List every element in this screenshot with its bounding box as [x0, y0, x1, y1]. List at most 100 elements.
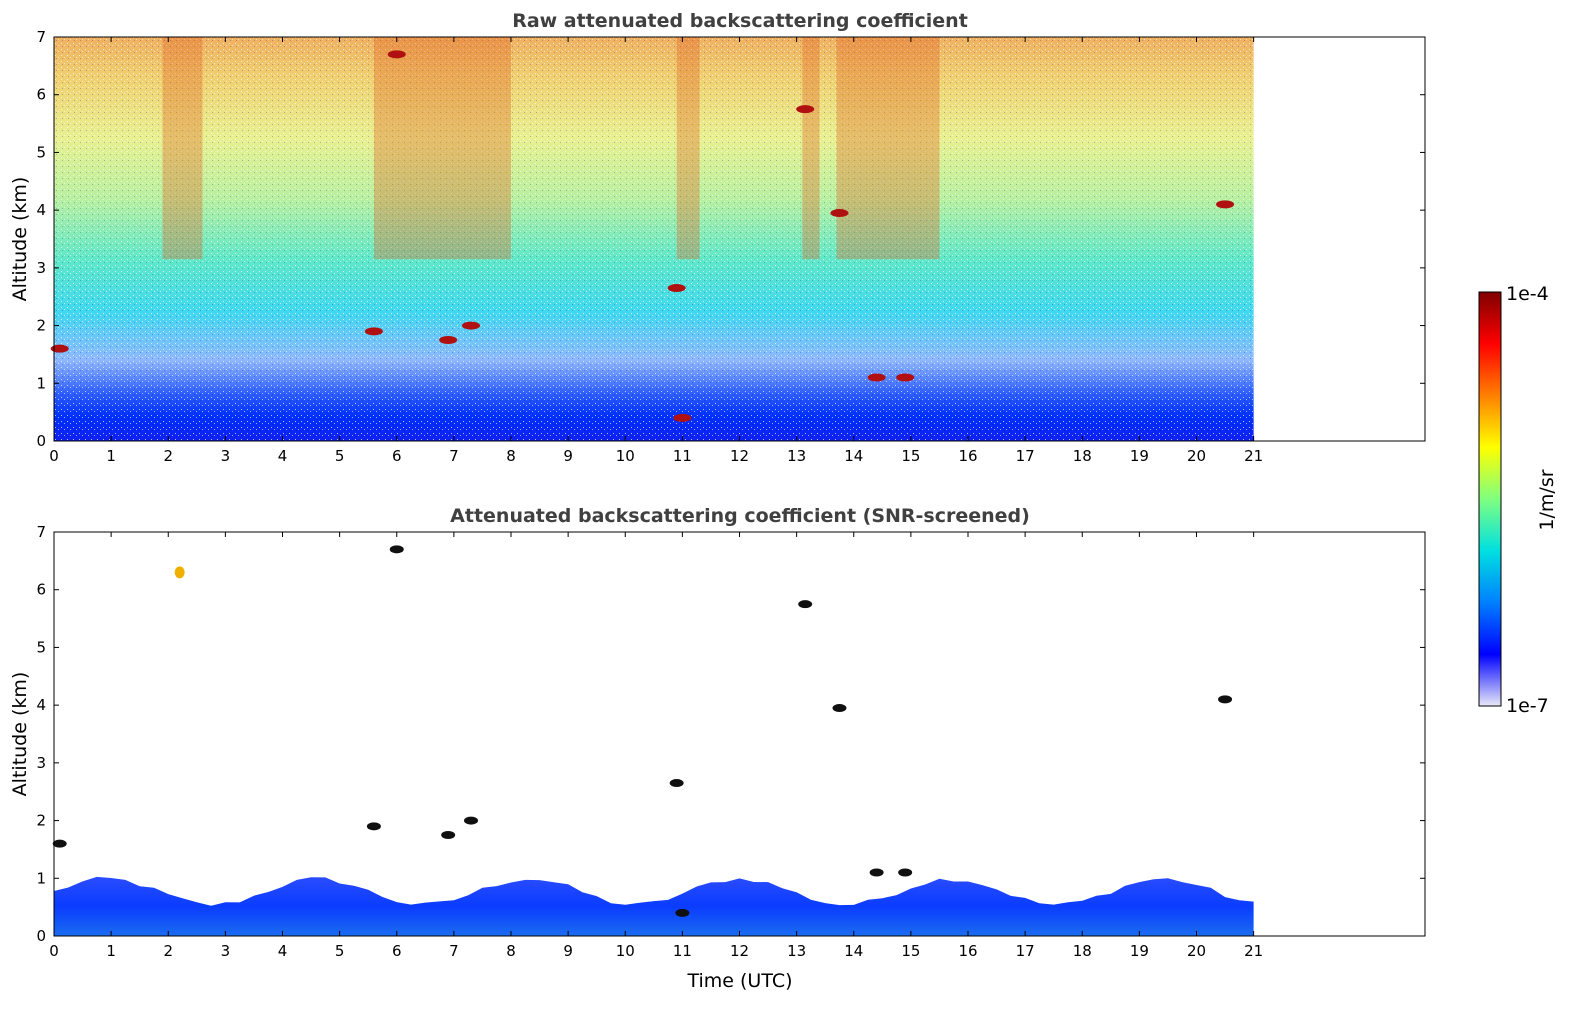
x-tick-label: 20 — [1187, 942, 1206, 960]
x-tick-label: 4 — [278, 447, 288, 465]
x-tick-label: 9 — [563, 942, 573, 960]
cloud-patch — [1216, 200, 1235, 209]
x-tick-label: 8 — [506, 447, 516, 465]
x-tick-label: 14 — [844, 942, 863, 960]
x-tick-label: 15 — [901, 942, 920, 960]
boundary-layer-band — [54, 876, 1254, 936]
snr-heatmap-area — [52, 545, 1254, 936]
high-signal-streak — [802, 37, 820, 260]
cloud-patch — [867, 373, 886, 382]
raw-backscatter-panel: Raw attenuated backscattering coefficien… — [9, 10, 1426, 465]
x-tick-labels: 0 1 2 3 4 5 6 7 8 9 10 11 12 13 14 15 16 17 18 19 20 21 — [49, 37, 1263, 465]
x-tick-label: 12 — [730, 447, 749, 465]
panel-title-raw: Raw attenuated backscattering coefficien… — [512, 10, 968, 32]
high-signal-streak — [676, 37, 700, 260]
x-axis-label: Time (UTC) — [686, 970, 792, 992]
cloud-patch — [439, 336, 458, 344]
cloud-patch — [796, 105, 815, 114]
x-tick-label: 6 — [392, 447, 402, 465]
y-tick-label: 3 — [36, 259, 46, 277]
x-tick-label: 5 — [335, 942, 345, 960]
x-tick-label: 7 — [449, 447, 459, 465]
cloud-patch — [675, 908, 690, 917]
x-tick-label: 16 — [958, 942, 977, 960]
snr-screened-panel: Attenuated backscattering coefficient (S… — [9, 505, 1426, 992]
cloud-patch — [52, 839, 67, 848]
y-tick-label: 7 — [36, 523, 46, 541]
y-tick-label: 0 — [36, 927, 46, 945]
x-tick-label: 2 — [163, 447, 173, 465]
y-tick-label: 1 — [36, 869, 46, 887]
x-tick-label: 10 — [616, 942, 635, 960]
cloud-patch — [366, 822, 381, 831]
x-tick-label: 0 — [49, 942, 59, 960]
cloud-patch — [832, 704, 847, 713]
y-tick-label: 5 — [36, 143, 46, 161]
colorbar: 1e-4 1e-7 1/m/sr — [1478, 283, 1558, 717]
x-tick-label: 3 — [221, 447, 231, 465]
y-axis-label: Altitude (km) — [9, 672, 31, 797]
x-tick-label: 9 — [563, 447, 573, 465]
cloud-patch — [1218, 695, 1233, 704]
y-tick-label: 5 — [36, 638, 46, 656]
x-tick-label: 17 — [1016, 447, 1035, 465]
cloud-patch — [174, 566, 185, 579]
x-tick-label: 11 — [673, 942, 692, 960]
colorbar-max-label: 1e-4 — [1506, 283, 1549, 305]
high-signal-streak — [836, 37, 940, 260]
panel-title-snr: Attenuated backscattering coefficient (S… — [450, 505, 1030, 527]
y-tick-label: 2 — [36, 317, 46, 335]
x-tick-label: 2 — [163, 942, 173, 960]
cloud-patch — [50, 344, 69, 353]
y-tick-labels: 0 1 2 3 4 5 6 7 — [36, 28, 1425, 450]
y-tick-labels: 0 1 2 3 4 5 6 7 — [36, 523, 1425, 945]
x-tick-label: 1 — [106, 447, 116, 465]
cloud-patch — [830, 209, 849, 218]
y-tick-label: 1 — [36, 374, 46, 392]
cloud-patch — [364, 327, 383, 336]
x-tick-label: 0 — [49, 447, 59, 465]
x-tick-label: 4 — [278, 942, 288, 960]
x-tick-label: 10 — [616, 447, 635, 465]
x-tick-label: 20 — [1187, 447, 1206, 465]
x-tick-label: 12 — [730, 942, 749, 960]
cloud-patch — [896, 373, 915, 382]
cloud-patch — [387, 50, 406, 59]
cloud-patch — [898, 868, 913, 877]
x-tick-label: 14 — [844, 447, 863, 465]
y-tick-label: 4 — [36, 696, 46, 714]
x-tick-label: 1 — [106, 942, 116, 960]
x-tick-label: 13 — [787, 447, 806, 465]
x-tick-label: 11 — [673, 447, 692, 465]
cloud-patch — [869, 868, 884, 877]
cloud-patch — [667, 284, 686, 293]
y-tick-label: 7 — [36, 28, 46, 46]
high-signal-streak — [162, 37, 203, 260]
cloud-patch — [798, 600, 813, 609]
cloud-patch — [389, 545, 404, 554]
cloud-patch — [673, 413, 692, 422]
y-tick-label: 2 — [36, 812, 46, 830]
x-tick-label: 15 — [901, 447, 920, 465]
y-tick-label: 6 — [36, 86, 46, 104]
x-tick-label: 3 — [221, 942, 231, 960]
x-tick-label: 18 — [1073, 942, 1092, 960]
raw-noise — [54, 37, 1254, 441]
cloud-patch — [669, 779, 684, 788]
x-tick-labels: 0 1 2 3 4 5 6 7 8 9 10 11 12 13 14 15 16 17 18 19 20 21 — [49, 532, 1263, 960]
x-tick-label: 19 — [1130, 942, 1149, 960]
y-tick-label: 3 — [36, 754, 46, 772]
cloud-patch — [462, 321, 481, 330]
x-tick-label: 6 — [392, 942, 402, 960]
x-tick-label: 8 — [506, 942, 516, 960]
y-tick-label: 4 — [36, 201, 46, 219]
cloud-patch — [441, 831, 456, 839]
raw-heatmap-area — [50, 37, 1254, 441]
x-tick-label: 7 — [449, 942, 459, 960]
plot-frame — [53, 531, 1426, 937]
x-tick-label: 21 — [1244, 942, 1263, 960]
x-tick-label: 19 — [1130, 447, 1149, 465]
x-tick-label: 13 — [787, 942, 806, 960]
colorbar-unit-label: 1/m/sr — [1536, 469, 1558, 530]
